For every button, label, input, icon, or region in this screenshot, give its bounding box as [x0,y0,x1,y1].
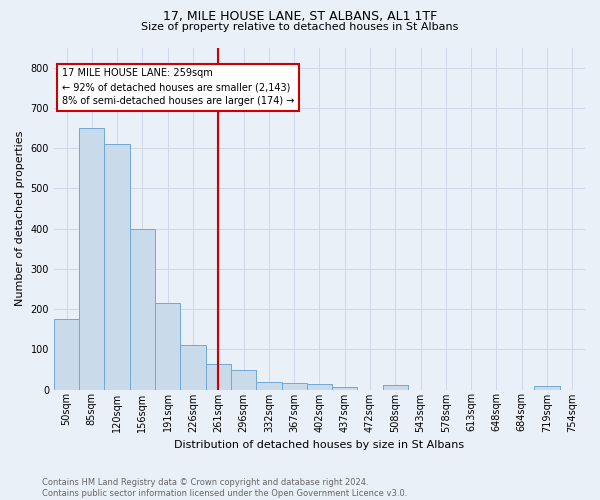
Bar [281,382,307,390]
Bar [206,364,231,390]
X-axis label: Distribution of detached houses by size in St Albans: Distribution of detached houses by size … [175,440,464,450]
Text: 17, MILE HOUSE LANE, ST ALBANS, AL1 1TF: 17, MILE HOUSE LANE, ST ALBANS, AL1 1TF [163,10,437,23]
Y-axis label: Number of detached properties: Number of detached properties [15,131,25,306]
Text: Contains HM Land Registry data © Crown copyright and database right 2024.
Contai: Contains HM Land Registry data © Crown c… [42,478,407,498]
Text: 17 MILE HOUSE LANE: 259sqm
← 92% of detached houses are smaller (2,143)
8% of se: 17 MILE HOUSE LANE: 259sqm ← 92% of deta… [62,68,294,106]
Text: Size of property relative to detached houses in St Albans: Size of property relative to detached ho… [142,22,458,32]
Bar [79,128,104,390]
Bar [155,303,181,390]
Bar [383,386,408,390]
Bar [181,346,206,390]
Bar [256,382,281,390]
Bar [104,144,130,390]
Bar [130,228,155,390]
Bar [54,319,79,390]
Bar [307,384,332,390]
Bar [231,370,256,390]
Bar [535,386,560,390]
Bar [332,387,358,390]
